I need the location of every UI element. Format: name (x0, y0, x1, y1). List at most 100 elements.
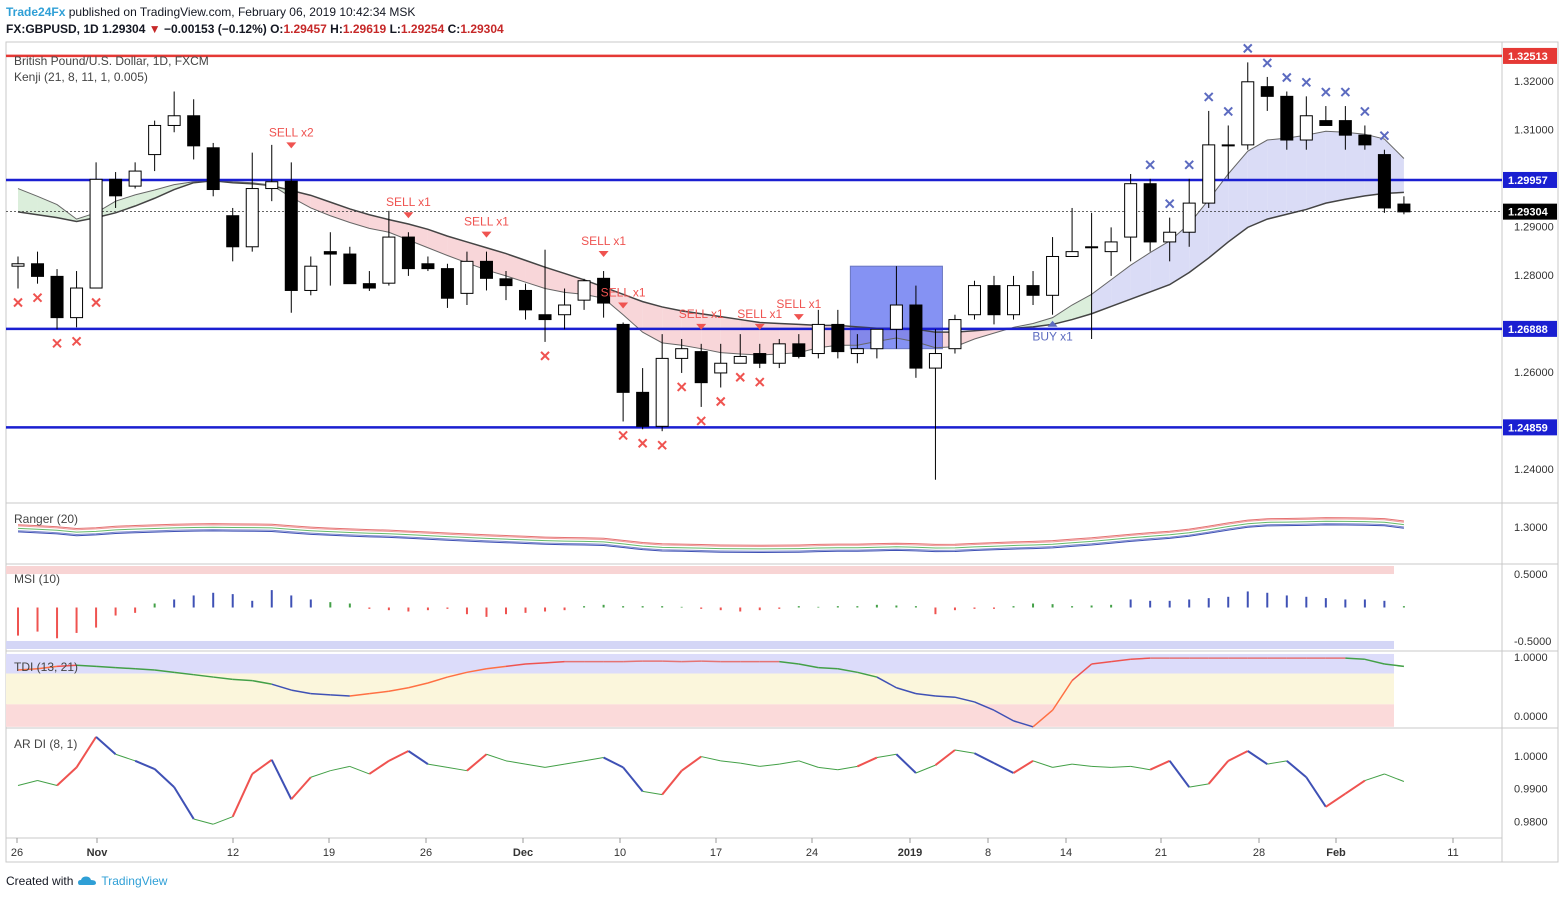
cloud-segment (447, 236, 467, 263)
candle-body (558, 304, 572, 316)
chart-area[interactable]: 1.32000 1.31000 1.29000 1.28000 1.26000 1.240… (0, 0, 1565, 870)
ardi-line-segment (251, 759, 273, 775)
tdi-line-segment (252, 679, 272, 685)
candle-body (714, 362, 728, 374)
ardi-line-segment (622, 766, 644, 793)
candle-body (1338, 120, 1352, 136)
candle-body (1026, 285, 1040, 296)
cloud-segment (1345, 132, 1365, 200)
price-tick-label: 1.31000 (1514, 124, 1554, 136)
ardi-line-segment (407, 750, 429, 765)
cloud-segment (1306, 131, 1326, 210)
candle-body (675, 348, 689, 359)
ranger-line (17, 518, 1404, 548)
ardi-line-segment (1364, 773, 1385, 782)
candle-body (928, 353, 942, 369)
ardi-line-segment (486, 753, 507, 762)
candle-body (987, 285, 1001, 316)
candle-body (499, 278, 513, 287)
msi-tick-label: -0.5000 (1514, 636, 1551, 648)
ardi-line-segment (1012, 759, 1034, 774)
tdi-line-segment (349, 692, 370, 697)
cloud-segment (330, 202, 350, 223)
sell-signal-label: SELL x2 (269, 125, 314, 139)
candle-body (343, 253, 357, 285)
candle-body (304, 265, 318, 291)
tdi-tick-label: 0.0000 (1514, 711, 1548, 723)
candle-body (1182, 202, 1196, 233)
ardi-line-segment (993, 762, 1014, 774)
tdi-line-segment (544, 660, 565, 664)
candle-body (753, 353, 767, 364)
published-text: published on TradingView.com, February 0… (68, 5, 416, 19)
time-tick-label: 8 (985, 847, 991, 859)
candle-body (1221, 144, 1235, 147)
tdi-line-segment (1051, 680, 1073, 711)
level-label: 1.29304 (1508, 207, 1549, 219)
close-value: 1.29304 (460, 22, 504, 36)
cloud-segment (525, 260, 546, 289)
level-badge (1503, 203, 1557, 220)
candle-body (479, 260, 493, 279)
ardi-line-segment (798, 760, 819, 768)
sell-x-mark (71, 336, 82, 347)
candle-body (1260, 86, 1274, 97)
cloud-segment (1072, 294, 1092, 320)
ardi-line-segment (701, 756, 721, 762)
cloud-segment (720, 316, 741, 355)
buy-x-mark (1282, 72, 1292, 83)
price-pane[interactable]: 1.32000 1.31000 1.29000 1.28000 1.26000 1.240… (6, 43, 1557, 480)
candle-body (577, 280, 591, 301)
candle-body (206, 147, 220, 191)
ardi-line-segment (1111, 765, 1131, 768)
candle-body (850, 348, 864, 355)
buy-x-mark (1301, 77, 1312, 88)
sell-x-mark (13, 297, 23, 308)
sell-x-mark (657, 440, 667, 450)
candle-body (167, 115, 181, 126)
time-tick-label: Nov (87, 847, 109, 859)
ranger-line (17, 523, 1404, 552)
cloud-segment (1325, 131, 1346, 204)
created-with-text: Created with (6, 874, 74, 888)
tdi-line-segment (369, 690, 389, 695)
ardi-line-segment (134, 759, 156, 770)
candle-body (519, 289, 533, 311)
tradingview-logo-text[interactable]: TradingView (101, 874, 168, 888)
ranger-tick-label: 1.3000 (1514, 522, 1548, 534)
symbol-summary: FX:GBPUSD, 1D 1.29304 ▼ −0.00153 (−0.12%… (6, 22, 504, 36)
candle-body (1163, 231, 1177, 243)
ardi-line-segment (1091, 765, 1112, 768)
candle-body (1319, 120, 1333, 126)
ardi-line-segment (37, 780, 58, 786)
candle-body (636, 391, 650, 427)
time-axis[interactable]: 26 Nov 12 19 26 Dec 10 17 24 2019 8 14 21 28 Feb 11 (11, 838, 1459, 859)
sell-x-mark (716, 396, 726, 407)
ardi-line-segment (1072, 763, 1092, 767)
ardi-line-segment (661, 770, 683, 796)
ardi-line-segment (1247, 750, 1268, 765)
cloud-segment (1111, 265, 1131, 307)
tdi-line-segment (1111, 658, 1131, 663)
price-tick-label: 1.29000 (1514, 221, 1554, 233)
candle-body (655, 357, 669, 427)
buy-x-mark (1204, 92, 1214, 102)
publisher-name[interactable]: Trade24Fx (6, 5, 66, 19)
sell-arrow-icon (286, 142, 297, 149)
sell-x-mark (540, 351, 550, 361)
ardi-line-segment (388, 750, 409, 762)
buy-arrow-icon (1047, 320, 1058, 327)
candle-body (811, 323, 825, 355)
cloud-segment (1286, 135, 1307, 215)
sell-signal-label: SELL x1 (386, 195, 431, 209)
ardi-line-segment (56, 766, 78, 787)
candle-body (128, 170, 142, 187)
msi-pane: MSI (10) 0.5000 -0.5000 (6, 566, 1551, 649)
high-value: 1.29619 (342, 22, 387, 36)
candle-body (226, 215, 240, 248)
tdi-middle-band (6, 673, 1394, 705)
ardi-line-segment (173, 786, 195, 820)
tdi-line-segment (115, 666, 136, 670)
ardi-line-segment (544, 763, 565, 768)
candle-body (772, 343, 786, 364)
